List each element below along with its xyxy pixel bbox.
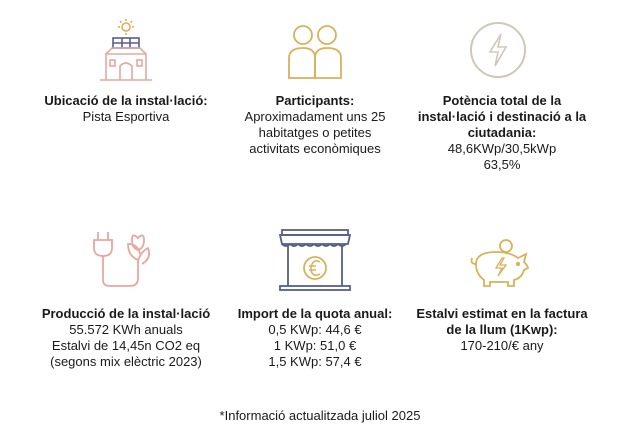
cell-line: 55.572 KWh anuals (69, 322, 183, 337)
cell-title: Ubicació de la instal·lació: (44, 93, 208, 108)
cell-line: 63,5% (483, 157, 521, 172)
euro-stall-icon (278, 229, 352, 291)
cell-title: Participants: (275, 93, 355, 108)
cell-line: 0,5 KWp: 44,6 € (268, 322, 362, 337)
footnote: *Informació actualitzada juliol 2025 (219, 408, 421, 423)
cell-title: Estalvi estimat en la factura (416, 306, 588, 321)
piggy-bank-icon (470, 239, 529, 287)
cell-title: de la llum (1Kwp): (446, 322, 558, 337)
cell-line: 1 KWp: 51,0 € (273, 338, 357, 353)
info-cell-fee: Import de la quota anual: 0,5 KWp: 44,6 … (215, 306, 415, 370)
plug-plant-icon (93, 232, 151, 287)
cell-line: 1,5 KWp: 57,4 € (268, 354, 362, 369)
cell-line: activitats econòmiques (249, 141, 381, 156)
cell-line: 48,6KWp/30,5kWp (447, 141, 557, 156)
solar-building-icon (100, 19, 152, 81)
info-cell-location: Ubicació de la instal·lació: Pista Espor… (26, 93, 226, 125)
cell-line: (segons mix elèctric 2023) (50, 354, 202, 369)
cell-title: instal·lació i destinació a la (417, 109, 587, 124)
info-cell-participants: Participants: Aproximadament uns 25 habi… (215, 93, 415, 157)
cell-title: Potència total de la (442, 93, 562, 108)
cell-line: Aproximadament uns 25 (244, 109, 386, 124)
cell-line: 170-210/€ any (460, 338, 544, 353)
cell-line: Estalvi de 14,45n CO2 eq (51, 338, 201, 353)
info-cell-production: Producció de la instal·lació 55.572 KWh … (26, 306, 226, 370)
cell-title: ciutadania: (467, 125, 537, 140)
cell-title: Import de la quota anual: (237, 306, 393, 321)
people-icon (288, 25, 342, 79)
lightning-circle-icon (470, 22, 526, 78)
info-cell-power: Potència total de la instal·lació i dest… (402, 93, 602, 173)
cell-title: Producció de la instal·lació (41, 306, 211, 321)
cell-line: Pista Esportiva (82, 109, 170, 124)
cell-line: habitatges o petites (258, 125, 372, 140)
info-cell-savings: Estalvi estimat en la factura de la llum… (402, 306, 602, 354)
